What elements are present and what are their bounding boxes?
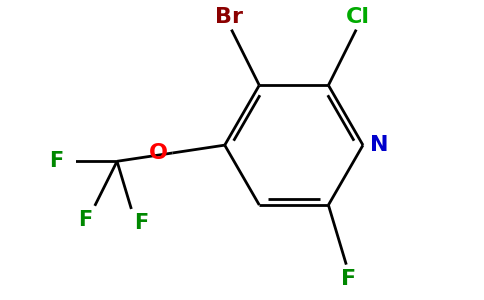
Text: O: O: [149, 143, 168, 163]
Text: Cl: Cl: [347, 7, 370, 27]
Text: F: F: [49, 151, 63, 171]
Text: F: F: [342, 269, 357, 289]
Text: F: F: [78, 210, 92, 230]
Text: Br: Br: [215, 7, 243, 27]
Text: N: N: [370, 135, 388, 155]
Text: F: F: [134, 213, 149, 233]
